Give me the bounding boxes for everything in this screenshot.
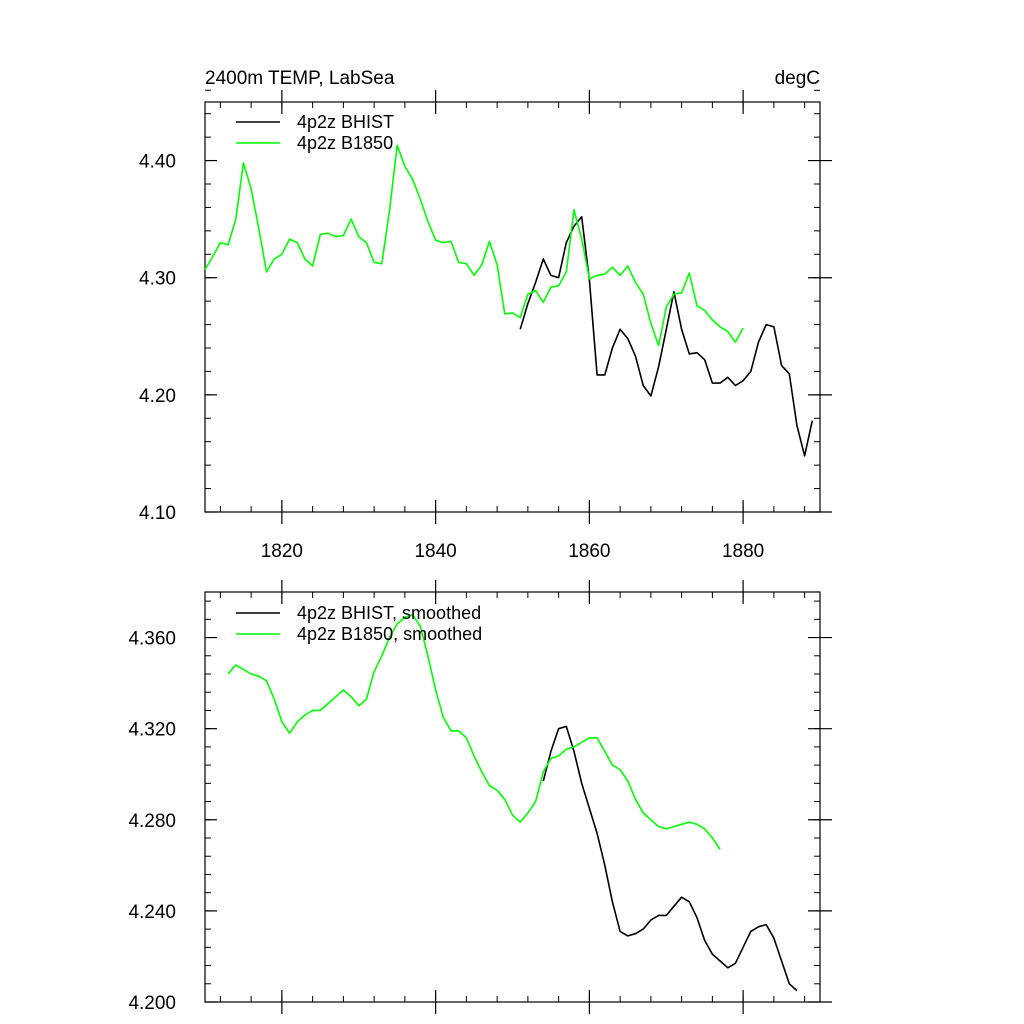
top-x-tick-label: 1840 [414,541,456,562]
bottom-y-tick-label: 4.360 [128,629,176,650]
series-line-4p2z-bhist-smoothed [542,725,798,992]
bottom-series [227,613,798,992]
legend-label-bhist: 4p2z BHIST [297,112,394,132]
legend-label-b1850: 4p2z B1850 [297,133,393,153]
top-y-tick-label: 4.20 [139,386,176,407]
top-panel: 2400m TEMP, LabSea degC 1820 1840 1860 1880… [139,68,832,562]
top-panel-title: 2400m TEMP, LabSea [205,68,395,89]
bottom-plot-frame [204,591,821,1003]
top-plot-frame [204,101,821,513]
top-y-tick-label: 4.40 [139,152,176,173]
bottom-y-tick-label: 4.240 [128,902,176,923]
bottom-ticks: 4.200 4.240 4.280 4.320 4.360 [128,580,832,1014]
top-series [204,144,814,457]
top-y-tick-label: 4.30 [139,269,176,290]
top-panel-units: degC [775,68,820,89]
bottom-y-tick-label: 4.320 [128,720,176,741]
top-legend: 4p2z BHIST 4p2z B1850 [236,112,394,153]
top-x-tick-label: 1880 [722,541,764,562]
series-line-4p2z-b1850-smoothed [227,613,721,850]
top-ticks: 1820 1840 1860 1880 4.10 4.20 4.30 4.40 [139,89,832,562]
series-line-4p2z-b1850 [204,144,744,347]
top-x-tick-label: 1820 [261,541,303,562]
bottom-y-tick-label: 4.280 [128,811,176,832]
bottom-panel: 4.200 4.240 4.280 4.320 4.360 4p2z BHIST, sm… [128,580,832,1014]
bottom-legend: 4p2z BHIST, smoothed 4p2z B1850, smoothe… [236,603,482,644]
legend-label-b1850-smoothed: 4p2z B1850, smoothed [297,624,482,644]
series-line-4p2z-bhist [519,216,814,457]
legend-label-bhist-smoothed: 4p2z BHIST, smoothed [297,603,481,623]
top-y-tick-label: 4.10 [139,503,176,524]
top-x-tick-label: 1860 [568,541,610,562]
bottom-y-tick-label: 4.200 [128,993,176,1014]
